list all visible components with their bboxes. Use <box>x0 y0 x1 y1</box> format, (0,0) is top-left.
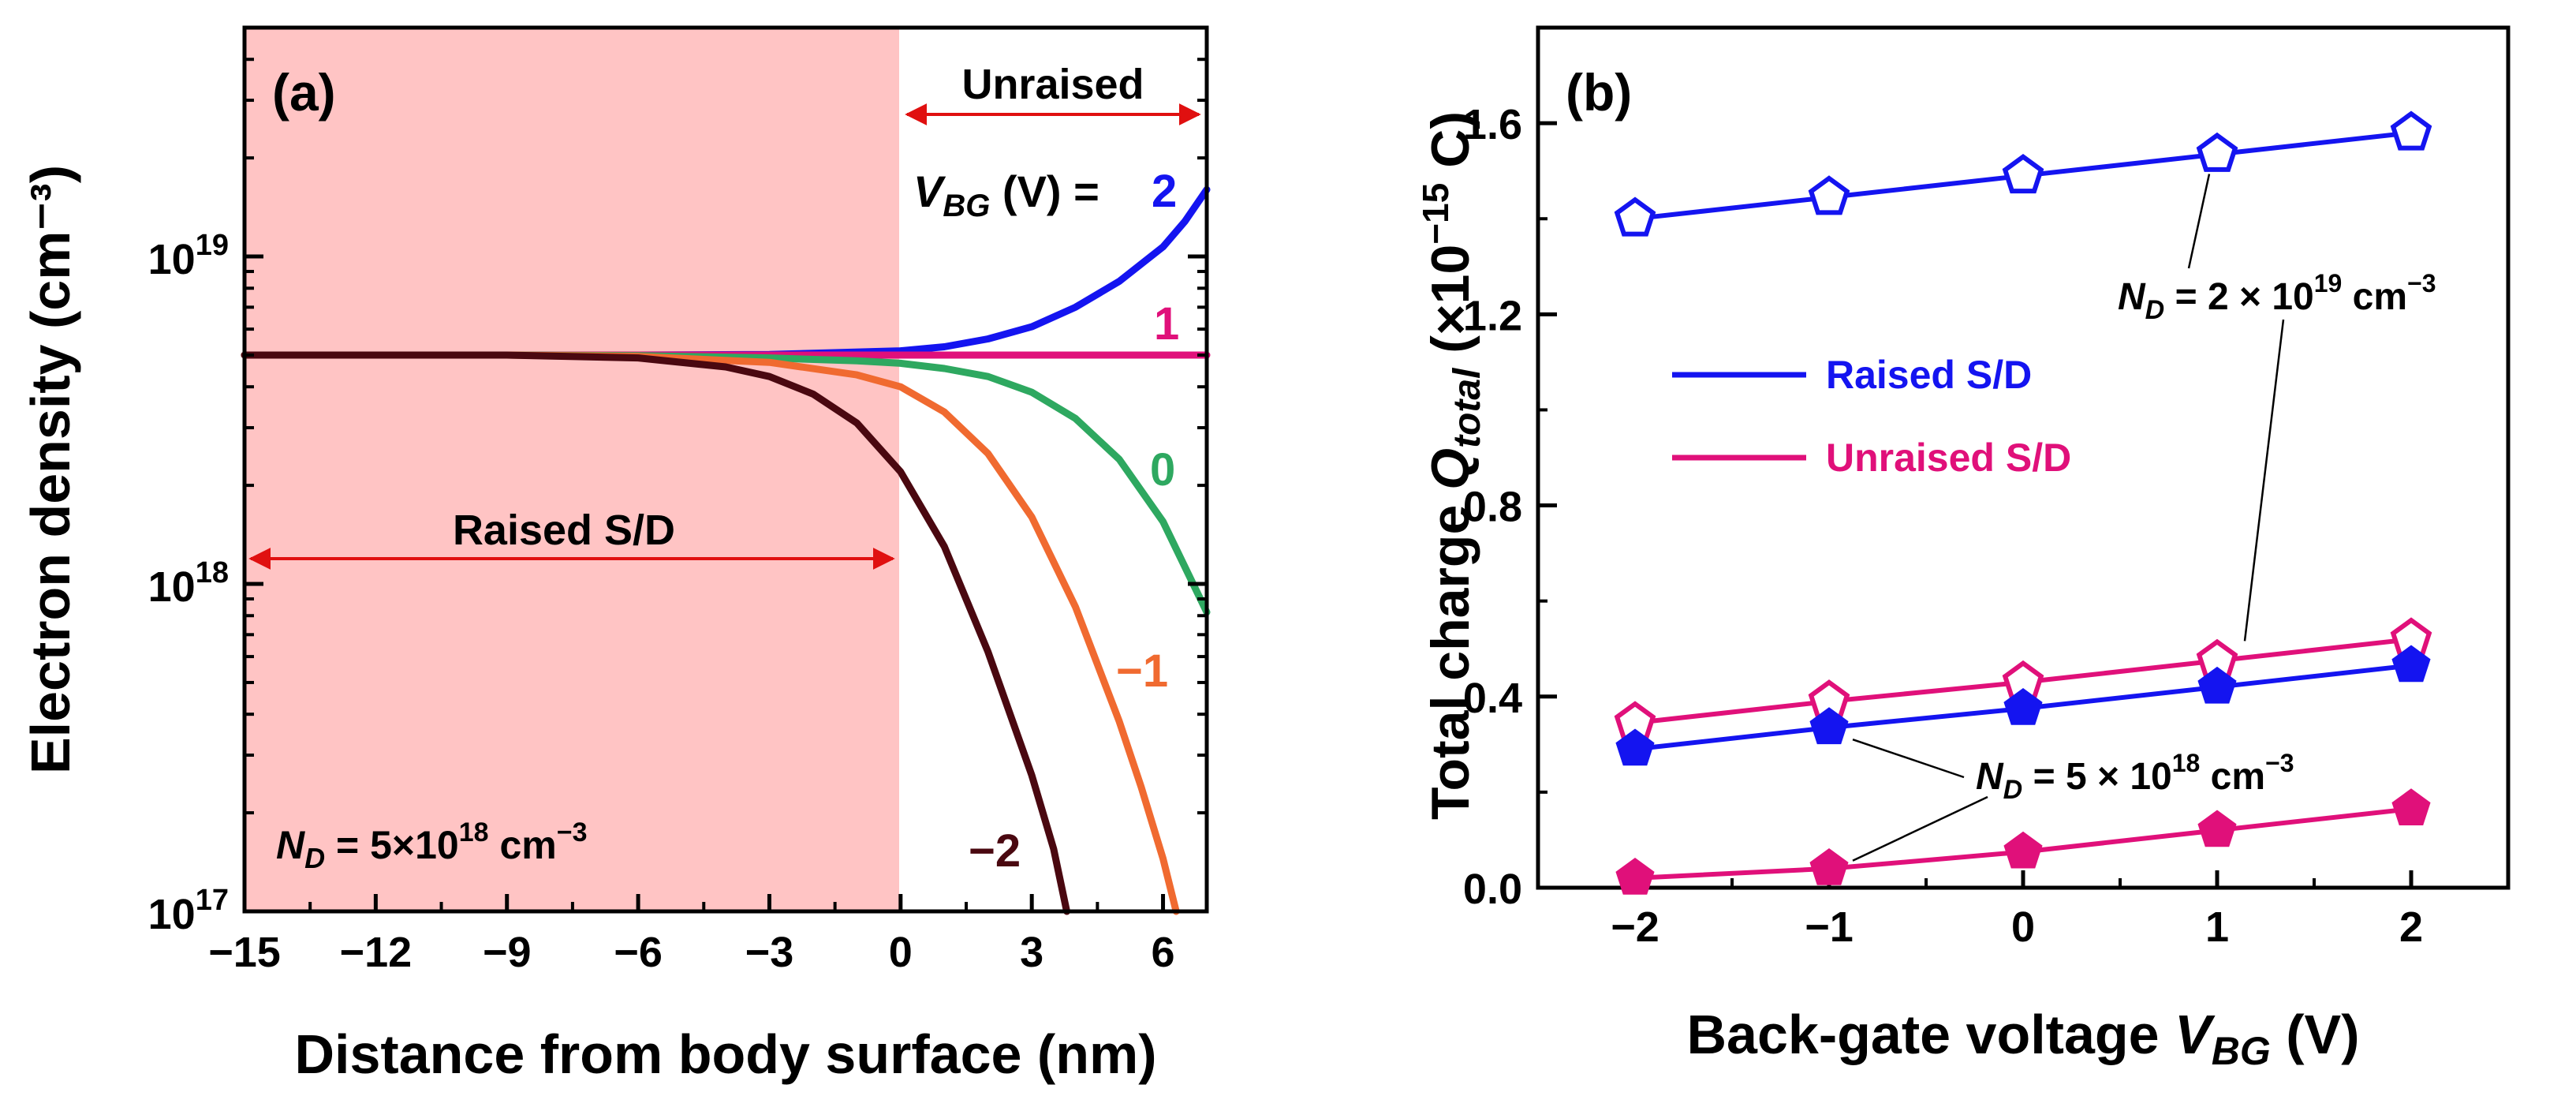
leader-line <box>2243 319 2285 642</box>
panel-b-marker-0 <box>2002 153 2044 194</box>
vbg-label: VBG (V) = <box>913 166 1099 223</box>
panel-a-y-tick-label: 1018 <box>148 556 229 611</box>
panel-b-marker-3 <box>2197 810 2237 847</box>
panel-a-x-tick-label: −3 <box>745 929 794 976</box>
panel-a-frame <box>242 25 1209 914</box>
series-label-minus2: −2 <box>969 825 1021 877</box>
panel-b-marker-2 <box>1809 707 1849 745</box>
panel-b-marker-2 <box>2003 688 2043 725</box>
panel-b-x-tick-label: −1 <box>1805 903 1854 951</box>
panel-b-marker-0 <box>2196 132 2238 172</box>
panel-b-y-label: Total charge Qtotal (×10−15 C) <box>1415 111 1488 820</box>
panel-a-x-tick-label: 3 <box>1020 929 1043 976</box>
panel-b-marker-2 <box>2197 666 2237 704</box>
leader-line <box>2187 174 2211 269</box>
panel-a-y-label: Electron density (cm⁻³) <box>20 165 81 774</box>
panel-a-label: (a) <box>272 63 336 122</box>
panel-b-marker-0 <box>1808 175 1850 215</box>
nd-high-label: ND = 2 × 1019 cm−3 <box>2118 269 2436 325</box>
panel-b-marker-2 <box>2391 645 2431 683</box>
series-label-2: 2 <box>1152 166 1177 217</box>
panel-b-y-tick-label: 1.6 <box>1463 101 1522 148</box>
panel-b-marker-0 <box>2390 110 2432 151</box>
nd-label-a: ND = 5×1018 cm−3 <box>276 817 587 874</box>
panel-b-y-tick-label: 0.0 <box>1463 866 1522 913</box>
panel-b-marker-3 <box>1615 858 1655 895</box>
panel-b: −2 −1 0 1 2 0.0 0.4 0.8 1.2 1.6 (b) Raised S/D U… <box>1415 25 2511 1073</box>
panel-b-series <box>1614 110 2432 895</box>
panel-a-x-label: Distance from body surface (nm) <box>295 1023 1157 1085</box>
panel-b-marker-3 <box>2391 788 2431 825</box>
panel-a-x-tick-label: 0 <box>889 929 913 976</box>
series-label-0: 0 <box>1150 444 1175 496</box>
nd-low-label: ND = 5 × 1018 cm−3 <box>1976 749 2294 805</box>
panel-b-y-tick-label: 0.8 <box>1463 484 1522 531</box>
panel-a-x-tick-label: −9 <box>483 929 532 976</box>
raised-region-shading <box>245 28 899 911</box>
legend-raised-label: Raised S/D <box>1826 353 2032 397</box>
unraised-label: Unraised <box>961 61 1144 108</box>
panel-a-y-tick-label: 1017 <box>148 884 229 938</box>
legend-unraised-label: Unraised S/D <box>1826 436 2071 480</box>
panel-b-leader-lines <box>1852 174 2285 862</box>
panel-a-y-tick-label: 1019 <box>148 229 229 283</box>
panel-a-x-ticks: −15 −12 −9 −6 −3 0 3 6 <box>208 894 1175 976</box>
panel-b-marker-2 <box>1615 728 1655 766</box>
panel-a-x-tick-label: −6 <box>614 929 663 976</box>
leader-line <box>1852 795 1988 862</box>
panel-b-marker-0 <box>1614 196 1656 237</box>
panel-b-x-label: Back-gate voltage VBG (V) <box>1686 1004 2359 1073</box>
panel-b-y-ticks: 0.0 0.4 0.8 1.2 1.6 <box>1463 26 1557 913</box>
panel-b-y-tick-label: 0.4 <box>1463 675 1522 722</box>
raised-label: Raised S/D <box>453 507 675 554</box>
panel-a-y-ticks: 1017 1018 1019 <box>148 26 1207 938</box>
panel-a-x-tick-label: −12 <box>340 929 413 976</box>
panel-a-x-tick-label: 6 <box>1152 929 1175 976</box>
panel-b-x-tick-label: 2 <box>2399 903 2423 951</box>
panel-b-x-tick-label: 0 <box>2011 903 2035 951</box>
panel-b-x-tick-label: −2 <box>1611 903 1659 951</box>
panel-b-label: (b) <box>1566 63 1632 122</box>
panel-a-x-tick-label: −15 <box>208 929 281 976</box>
panel-b-x-tick-label: 1 <box>2205 903 2229 951</box>
series-label-minus1: −1 <box>1116 645 1168 697</box>
leader-line <box>1852 738 1965 779</box>
series-label-1: 1 <box>1154 298 1179 350</box>
panel-a-series <box>241 185 1211 915</box>
panel-b-marker-3 <box>1809 847 1849 885</box>
panel-a-series-line-4 <box>241 351 1070 915</box>
panel-b-x-ticks: −2 −1 0 1 2 <box>1536 870 2510 951</box>
panel-b-y-tick-label: 1.2 <box>1463 292 1522 339</box>
panel-b-marker-3 <box>2003 831 2043 869</box>
